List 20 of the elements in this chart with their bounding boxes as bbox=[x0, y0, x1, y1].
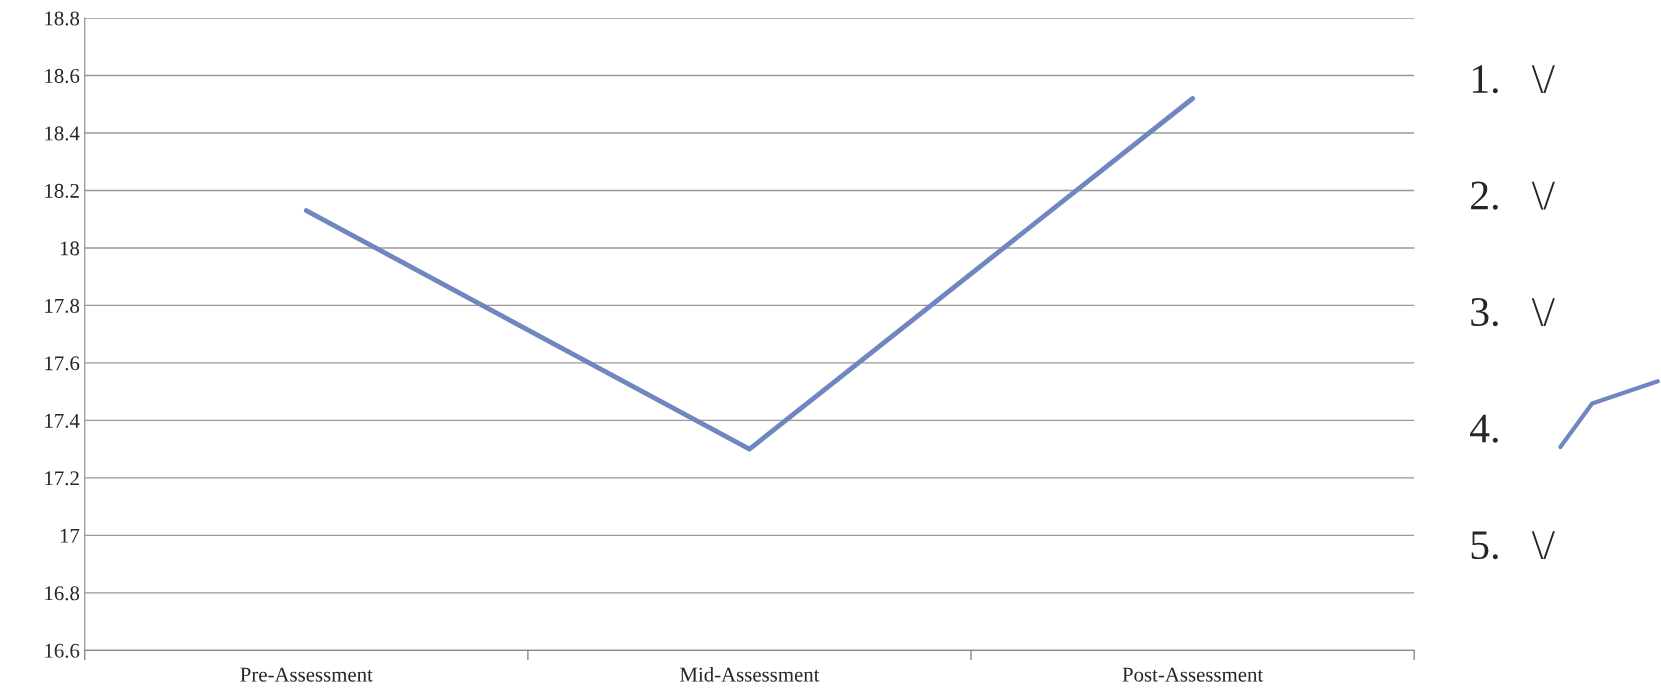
text: 1. \/ bbox=[1472, 65, 1555, 94]
y-tick-label: 16.6 bbox=[45, 643, 80, 658]
y-tick-label: 18.6 bbox=[45, 68, 80, 84]
y-tick-label: 18 bbox=[60, 241, 80, 256]
y-tick-label: 18.8 bbox=[45, 11, 80, 26]
text: 3. \/ bbox=[1471, 298, 1555, 327]
y-tick-label: 18.4 bbox=[45, 126, 80, 141]
text: 5. \/ bbox=[1471, 531, 1555, 560]
y-tick-label: 17.6 bbox=[45, 356, 80, 371]
x-tick-label: Post-Assessment bbox=[1122, 667, 1264, 682]
y-tick-label: 16.8 bbox=[45, 586, 80, 601]
y-tick-label: 17 bbox=[60, 528, 80, 543]
y-tick-label: 17.8 bbox=[45, 298, 80, 313]
x-tick-label: Pre-Assessment bbox=[240, 667, 373, 682]
x-tick-label: Mid-Assessment bbox=[680, 667, 820, 682]
text: 2. \/ bbox=[1471, 181, 1555, 210]
text: 4. bbox=[1470, 414, 1498, 443]
y-tick-label: 17.2 bbox=[45, 471, 79, 486]
y-tick-label: 17.4 bbox=[45, 413, 80, 428]
y-tick-label: 18.2 bbox=[45, 183, 79, 198]
